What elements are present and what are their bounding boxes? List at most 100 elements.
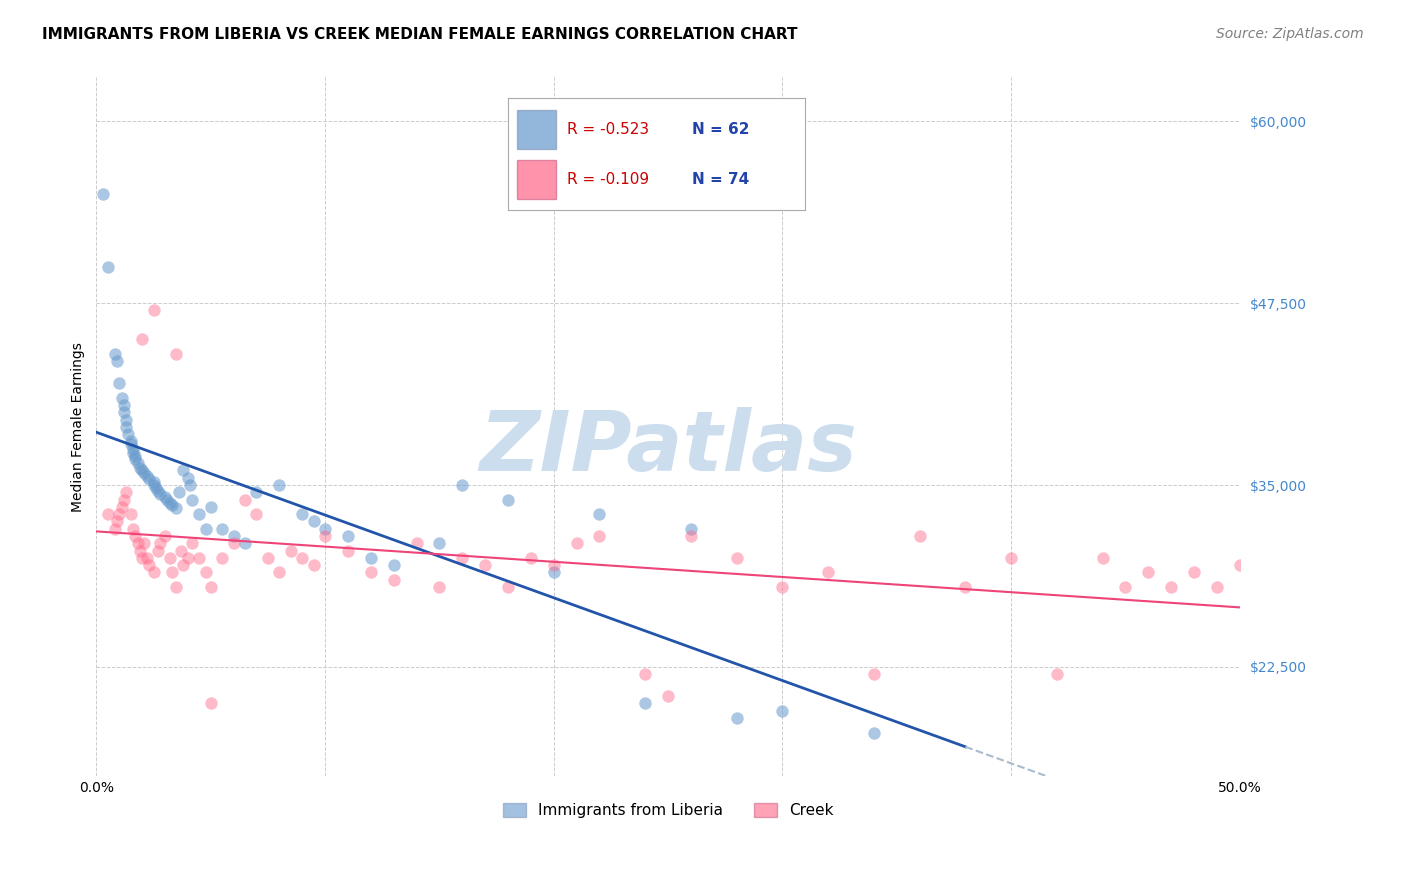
Point bbox=[1000, 550, 1022, 565]
Point bbox=[245, 485, 267, 500]
Point bbox=[153, 529, 176, 543]
Point bbox=[382, 573, 405, 587]
Point bbox=[245, 507, 267, 521]
Point bbox=[1046, 667, 1069, 681]
Point bbox=[149, 536, 172, 550]
Point bbox=[97, 260, 120, 274]
Point bbox=[280, 543, 302, 558]
Point bbox=[200, 580, 222, 594]
Point bbox=[120, 437, 142, 451]
Point bbox=[1160, 580, 1182, 594]
Text: IMMIGRANTS FROM LIBERIA VS CREEK MEDIAN FEMALE EARNINGS CORRELATION CHART: IMMIGRANTS FROM LIBERIA VS CREEK MEDIAN … bbox=[42, 27, 797, 42]
Point bbox=[1114, 580, 1136, 594]
Point bbox=[131, 550, 153, 565]
Point bbox=[172, 558, 194, 573]
Point bbox=[115, 419, 138, 434]
Point bbox=[429, 536, 451, 550]
Y-axis label: Median Female Earnings: Median Female Earnings bbox=[72, 342, 86, 512]
Point bbox=[725, 550, 748, 565]
Point bbox=[159, 495, 181, 509]
Point bbox=[360, 566, 382, 580]
Point bbox=[451, 550, 474, 565]
Point bbox=[543, 566, 565, 580]
Point bbox=[131, 333, 153, 347]
Point bbox=[91, 186, 114, 201]
Point bbox=[233, 492, 256, 507]
Point bbox=[179, 478, 201, 492]
Point bbox=[314, 522, 336, 536]
Point bbox=[104, 347, 127, 361]
Point bbox=[817, 566, 839, 580]
Point bbox=[863, 667, 886, 681]
Point bbox=[360, 550, 382, 565]
Point bbox=[110, 391, 132, 405]
Point bbox=[167, 485, 190, 500]
Point bbox=[112, 398, 135, 412]
Point bbox=[128, 460, 150, 475]
Point bbox=[200, 697, 222, 711]
Point bbox=[195, 566, 218, 580]
Point bbox=[165, 501, 187, 516]
Point bbox=[181, 536, 204, 550]
Point bbox=[135, 550, 157, 565]
Point bbox=[770, 580, 793, 594]
Text: Source: ZipAtlas.com: Source: ZipAtlas.com bbox=[1216, 27, 1364, 41]
Point bbox=[257, 550, 280, 565]
Point bbox=[117, 427, 139, 442]
Point bbox=[1091, 550, 1114, 565]
Point bbox=[863, 725, 886, 739]
Point bbox=[124, 449, 146, 463]
Point bbox=[269, 478, 291, 492]
Point bbox=[314, 529, 336, 543]
Point bbox=[908, 529, 931, 543]
Point bbox=[543, 558, 565, 573]
Point bbox=[122, 446, 145, 460]
Point bbox=[188, 550, 211, 565]
Point bbox=[105, 515, 128, 529]
Point bbox=[131, 463, 153, 477]
Point bbox=[138, 558, 160, 573]
Point bbox=[142, 478, 165, 492]
Point bbox=[142, 566, 165, 580]
Point bbox=[127, 456, 149, 470]
Point bbox=[165, 580, 187, 594]
Point bbox=[142, 303, 165, 318]
Point bbox=[429, 580, 451, 594]
Point bbox=[110, 500, 132, 514]
Point bbox=[135, 469, 157, 483]
Point bbox=[679, 522, 702, 536]
Point bbox=[770, 704, 793, 718]
Point bbox=[195, 522, 218, 536]
Point bbox=[382, 558, 405, 573]
Point bbox=[405, 536, 427, 550]
Point bbox=[146, 483, 169, 498]
Point bbox=[128, 543, 150, 558]
Point bbox=[142, 475, 165, 489]
Point bbox=[336, 529, 359, 543]
Point bbox=[211, 550, 233, 565]
Point bbox=[134, 536, 156, 550]
Point bbox=[153, 490, 176, 504]
Point bbox=[105, 354, 128, 368]
Point bbox=[159, 550, 181, 565]
Legend: Immigrants from Liberia, Creek: Immigrants from Liberia, Creek bbox=[496, 797, 839, 824]
Point bbox=[657, 689, 679, 703]
Text: ZIPatlas: ZIPatlas bbox=[479, 408, 858, 488]
Point bbox=[177, 471, 200, 485]
Point bbox=[127, 536, 149, 550]
Point bbox=[634, 667, 657, 681]
Point bbox=[211, 522, 233, 536]
Point bbox=[97, 507, 120, 521]
Point bbox=[156, 492, 179, 507]
Point bbox=[634, 697, 657, 711]
Point bbox=[160, 499, 183, 513]
Point bbox=[291, 507, 314, 521]
Point bbox=[146, 543, 169, 558]
Point bbox=[138, 472, 160, 486]
Point bbox=[565, 536, 588, 550]
Point bbox=[149, 487, 172, 501]
Point bbox=[188, 507, 211, 521]
Point bbox=[496, 580, 519, 594]
Point bbox=[124, 529, 146, 543]
Point bbox=[145, 481, 167, 495]
